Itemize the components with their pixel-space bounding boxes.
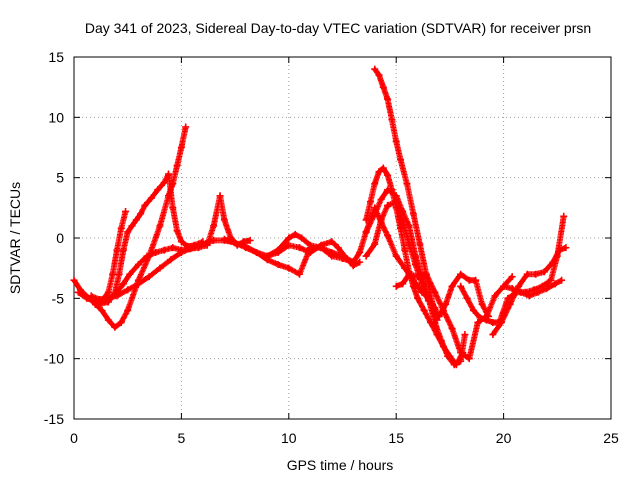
y-tick-label: -5 (52, 290, 65, 306)
x-tick-label: 5 (178, 430, 186, 446)
sdtvar-chart: Day 341 of 2023, Sidereal Day-to-day VTE… (0, 0, 640, 480)
series-sat-m (457, 213, 567, 326)
chart-title: Day 341 of 2023, Sidereal Day-to-day VTE… (85, 20, 591, 36)
x-tick-label: 15 (388, 430, 404, 446)
data-point (461, 331, 468, 338)
y-tick-label: -15 (44, 411, 64, 427)
x-tick-label: 0 (70, 430, 78, 446)
series-layer (71, 66, 570, 369)
x-tick-labels: 0 5 10 15 20 25 (70, 430, 619, 446)
series-marker-trail (264, 205, 491, 320)
x-tick-label: 10 (281, 430, 297, 446)
y-tick-label: 5 (56, 170, 64, 186)
x-axis-label: GPS time / hours (287, 457, 394, 473)
y-tick-label: 10 (48, 109, 64, 125)
y-tick-label: 15 (48, 49, 64, 65)
y-tick-labels: -15 -10 -5 0 5 10 15 (44, 49, 64, 427)
x-tick-label: 20 (496, 430, 512, 446)
y-tick-label: -10 (44, 351, 64, 367)
x-tick-label: 25 (603, 430, 619, 446)
y-axis-label: SDTVAR / TECUs (7, 182, 23, 294)
data-point (401, 247, 408, 254)
y-tick-label: 0 (56, 230, 64, 246)
